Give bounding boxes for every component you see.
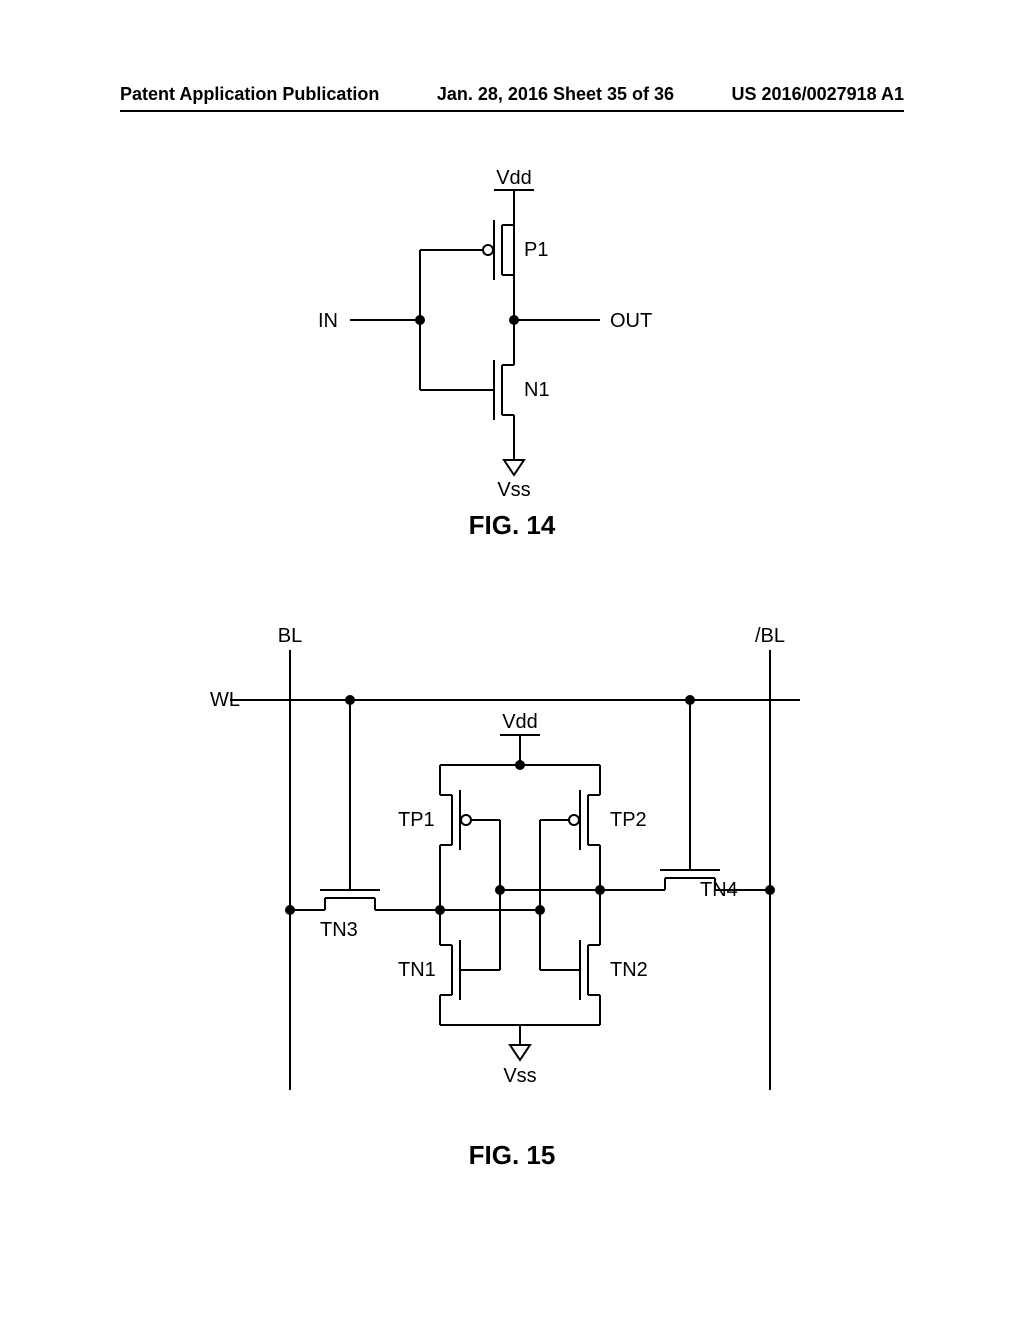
- fig15-bl-label: BL: [278, 625, 302, 647]
- fig15-wl-label: WL: [210, 689, 240, 711]
- fig14-in-label: IN: [318, 310, 338, 332]
- header-center: Jan. 28, 2016 Sheet 35 of 36: [437, 84, 674, 105]
- fig15-tp1-label: TP1: [398, 809, 435, 831]
- fig15-tn1-label: TN1: [398, 959, 436, 981]
- fig14-svg: Vdd Vss IN OUT P1 N1: [270, 170, 750, 500]
- header-left: Patent Application Publication: [120, 84, 379, 105]
- fig15-svg: BL /BL WL Vdd Vss TP1 TP2 TN1 TN2 TN3 TN…: [180, 620, 840, 1120]
- fig15-tn2-label: TN2: [610, 959, 648, 981]
- fig15-diagram: BL /BL WL Vdd Vss TP1 TP2 TN1 TN2 TN3 TN…: [180, 620, 840, 1120]
- header-right: US 2016/0027918 A1: [732, 84, 904, 105]
- fig14-diagram: Vdd Vss IN OUT P1 N1: [270, 170, 750, 500]
- header-rule: [120, 110, 904, 112]
- fig15-caption: FIG. 15: [0, 1140, 1024, 1171]
- fig15-tn4-label: TN4: [700, 879, 738, 901]
- fig15-blbar-label: /BL: [755, 625, 785, 647]
- fig14-vdd-label: Vdd: [496, 170, 532, 189]
- fig14-out-label: OUT: [610, 310, 652, 332]
- fig14-n1-label: N1: [524, 379, 550, 401]
- fig15-vss-label: Vss: [503, 1065, 536, 1087]
- fig14-vss-label: Vss: [497, 479, 530, 500]
- page-header: Patent Application Publication Jan. 28, …: [0, 84, 1024, 105]
- fig14-caption: FIG. 14: [0, 510, 1024, 541]
- fig15-tp2-label: TP2: [610, 809, 647, 831]
- fig14-p1-label: P1: [524, 239, 548, 261]
- fig15-vdd-label: Vdd: [502, 711, 538, 733]
- fig15-tn3-label: TN3: [320, 919, 358, 941]
